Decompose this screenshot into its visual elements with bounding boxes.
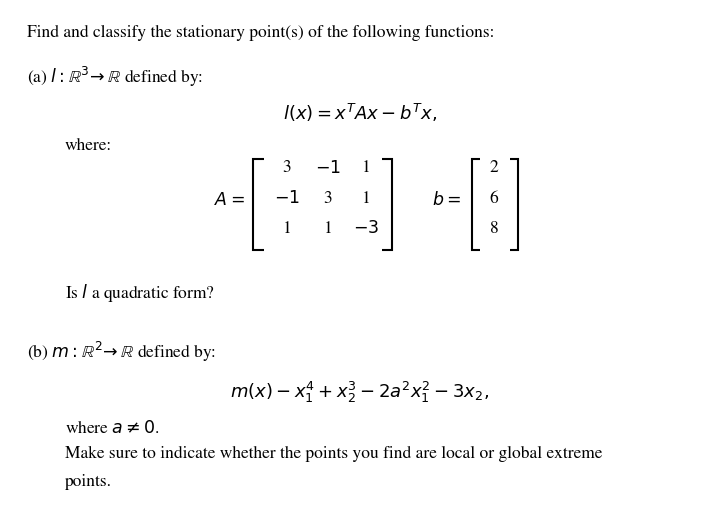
Text: Make sure to indicate whether the points you find are local or global extreme: Make sure to indicate whether the points… [65, 446, 602, 462]
Text: Is $l$ a quadratic form?: Is $l$ a quadratic form? [65, 282, 215, 304]
Text: 1: 1 [361, 160, 370, 176]
Text: $A = $: $A = $ [214, 192, 245, 209]
Text: 3: 3 [323, 191, 332, 207]
Text: 1: 1 [361, 191, 370, 207]
Text: $l(x) = x^T Ax - b^T x,$: $l(x) = x^T Ax - b^T x,$ [283, 102, 437, 124]
Text: $m(x) - x_1^4 + x_2^3 - 2a^2 x_1^2 - 3x_2,$: $m(x) - x_1^4 + x_2^3 - 2a^2 x_1^2 - 3x_… [230, 379, 490, 404]
Text: where $a \neq 0$.: where $a \neq 0$. [65, 420, 160, 437]
Text: $-3$: $-3$ [353, 220, 379, 237]
Text: 6: 6 [490, 191, 498, 207]
Text: $-1$: $-1$ [274, 190, 300, 207]
Text: $b = $: $b = $ [431, 191, 461, 209]
Text: where:: where: [65, 138, 112, 154]
Text: 1: 1 [282, 221, 291, 237]
Text: (b) $m : \mathbb{R}^2\!\rightarrow \mathbb{R}$ defined by:: (b) $m : \mathbb{R}^2\!\rightarrow \math… [27, 340, 217, 364]
Text: (a) $l : \mathbb{R}^3\!\rightarrow \mathbb{R}$ defined by:: (a) $l : \mathbb{R}^3\!\rightarrow \math… [27, 65, 204, 89]
Text: 8: 8 [490, 221, 498, 237]
Text: $-1$: $-1$ [315, 160, 341, 176]
Text: Find and classify the stationary point(s) of the following functions:: Find and classify the stationary point(s… [27, 25, 495, 41]
Text: 1: 1 [323, 221, 332, 237]
Text: 3: 3 [282, 160, 291, 176]
Text: points.: points. [65, 474, 112, 490]
Text: 2: 2 [490, 160, 498, 176]
